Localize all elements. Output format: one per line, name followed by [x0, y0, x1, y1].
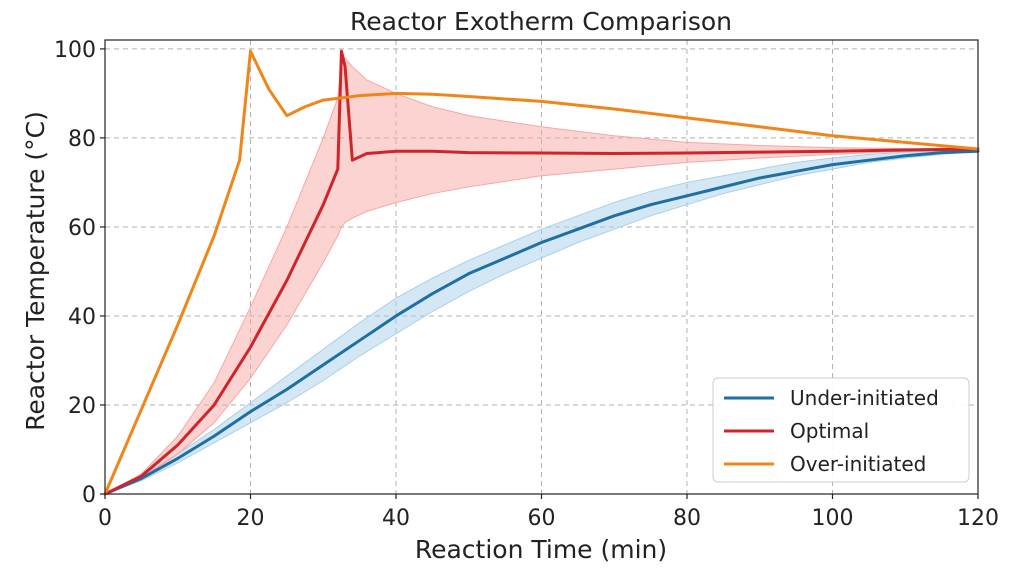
x-tick-label-0: 0	[98, 506, 112, 531]
y-tick-label-2: 40	[68, 305, 96, 330]
x-axis-label: Reaction Time (min)	[415, 535, 667, 564]
series-lines	[103, 49, 980, 496]
x-tick-labels: 0 20 40 60 80 100 120	[98, 494, 999, 531]
legend-box	[712, 377, 970, 483]
y-axis-label: Reactor Temperature (°C)	[21, 111, 50, 431]
y-tick-label-4: 80	[68, 127, 96, 152]
legend-label-over-initiated: Over-initiated	[790, 452, 926, 476]
y-tick-label-1: 20	[68, 394, 96, 419]
legend-label-optimal: Optimal	[790, 419, 869, 443]
x-tick-label-6: 120	[957, 506, 999, 531]
legend: Under-initiated Optimal Over-initiated	[712, 377, 970, 483]
y-tick-labels: 0 20 40 60 80 100	[54, 38, 105, 508]
x-tick-label-4: 80	[673, 506, 701, 531]
legend-label-under-initiated: Under-initiated	[790, 386, 939, 410]
y-tick-label-5: 100	[54, 38, 96, 63]
optimal-line	[103, 49, 980, 496]
y-tick-label-0: 0	[82, 483, 96, 508]
y-tick-label-3: 60	[68, 216, 96, 241]
x-tick-label-2: 40	[382, 506, 410, 531]
x-tick-label-5: 100	[812, 506, 854, 531]
legend-items: Under-initiated Optimal Over-initiated	[724, 386, 939, 476]
chart-title: Reactor Exotherm Comparison	[350, 7, 732, 36]
x-tick-label-1: 20	[237, 506, 265, 531]
under-initiated-line	[103, 149, 980, 496]
x-tick-label-3: 60	[528, 506, 556, 531]
over-initiated-line	[103, 49, 980, 496]
